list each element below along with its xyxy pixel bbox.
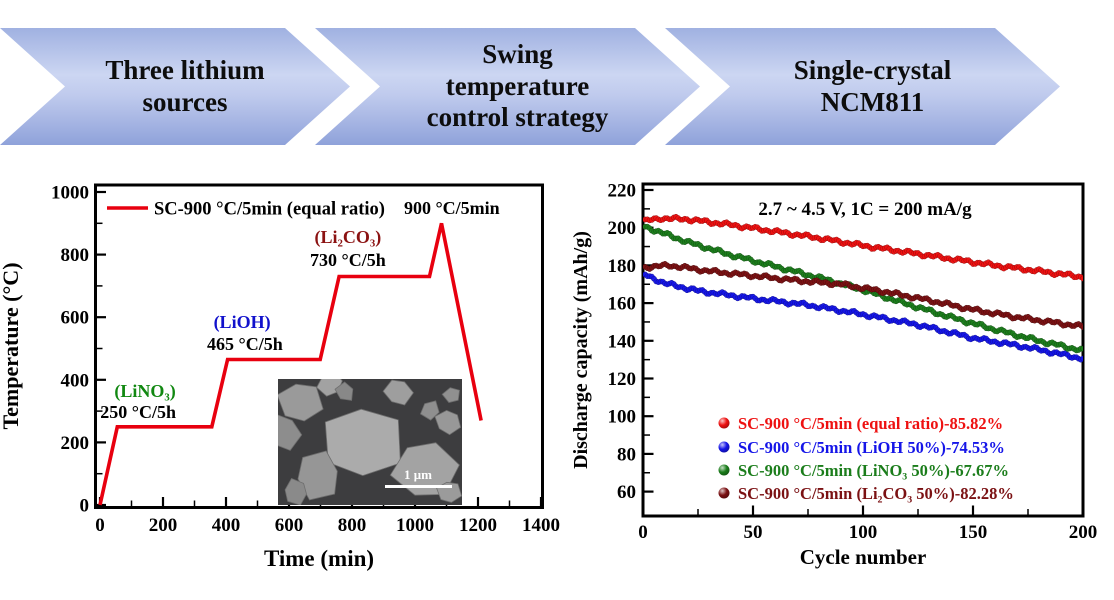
x-axis-label: Time (min) — [264, 546, 374, 571]
y-tick-label: 200 — [61, 433, 90, 454]
banner-three-lithium-sources-label: Three lithium sources — [105, 54, 265, 117]
y-tick-label: 1000 — [51, 183, 89, 204]
plot-frame — [94, 183, 544, 509]
legend-marker — [718, 487, 730, 499]
scale-bar-label: 1 μm — [404, 467, 432, 482]
y-tick-label: 180 — [608, 256, 637, 277]
annotation: 465 °C/5h — [207, 334, 283, 354]
y-tick-label: 0 — [80, 496, 90, 517]
y-tick-label: 140 — [608, 331, 637, 352]
legend-label: SC-900 °C/5min (equal ratio)-85.82% — [738, 414, 1003, 433]
axes: 0 200 400 600 800 1000 1200 1400 0 200 400 600 800 10… — [51, 183, 560, 537]
y-tick-label: 220 — [608, 181, 637, 202]
temperature-profile-chart: 0 200 400 600 800 1000 1200 1400 0 200 400 600 800 10… — [0, 183, 560, 572]
test-condition-annotation: 2.7 ~ 4.5 V, 1C = 200 mA/g — [758, 199, 972, 220]
series-group — [643, 213, 1083, 363]
legend: SC-900 °C/5min (equal ratio)-85.82% SC-90… — [718, 414, 1014, 503]
legend-label: SC-900 °C/5min (LiOH 50%)-74.53% — [738, 438, 1005, 457]
y-tick-label: 400 — [61, 370, 90, 391]
x-tick-label: 600 — [275, 515, 304, 536]
x-tick-label: 1000 — [396, 515, 434, 536]
cycling-performance-chart: 0 50 100 150 200 60 80 100 120 140 160 180 200 220 Cyc… — [570, 181, 1098, 570]
legend-marker — [718, 441, 730, 453]
legend-label: SC-900 °C/5min (equal ratio) — [154, 200, 385, 220]
annotation: 900 °C/5min — [404, 198, 500, 218]
x-tick-label: 200 — [149, 515, 178, 536]
annotation: (LiOH) — [214, 312, 271, 333]
series-4 — [643, 261, 1083, 331]
x-tick-label: 200 — [1069, 522, 1098, 543]
y-tick-label: 100 — [608, 407, 637, 428]
y-tick-label: 120 — [608, 369, 637, 390]
y-tick-label: 80 — [617, 444, 636, 465]
x-tick-label: 400 — [212, 515, 241, 536]
y-tick-label: 160 — [608, 294, 637, 315]
x-tick-label: 150 — [959, 522, 988, 543]
banner-single-crystal-ncm811-label: Single-crystal NCM811 — [793, 54, 952, 117]
sem-inset: 1 μm — [278, 379, 462, 505]
banner-single-crystal-ncm811: Single-crystal NCM811 — [665, 28, 1060, 145]
x-tick-label: 0 — [95, 515, 105, 536]
temperature-profile-line — [98, 222, 483, 506]
x-tick-label: 800 — [338, 515, 367, 536]
y-tick-label: 800 — [61, 245, 90, 266]
x-tick-label: 100 — [849, 522, 878, 543]
y-tick-label: 600 — [61, 308, 90, 329]
y-axis-label: Discharge capacity (mAh/g) — [570, 231, 592, 469]
series-1 — [643, 213, 1083, 282]
annotation: 250 °C/5h — [100, 402, 176, 422]
series-2 — [643, 271, 1083, 363]
x-tick-label: 1200 — [459, 515, 497, 536]
series-3 — [643, 223, 1083, 354]
x-tick-label: 0 — [638, 522, 648, 543]
banner-three-lithium-sources: Three lithium sources — [0, 28, 350, 145]
y-tick-label: 60 — [617, 482, 636, 503]
legend: SC-900 °C/5min (equal ratio) — [107, 200, 385, 220]
banner-swing-temperature-strategy: Swing temperature control strategy — [315, 28, 700, 145]
legend-label: SC-900 °C/5min (Li₂CO₃ 50%)-82.28% — [738, 484, 1014, 503]
x-axis-label: Cycle number — [800, 545, 927, 569]
legend-label: SC-900 °C/5min (LiNO₃ 50%)-67.67% — [738, 461, 1009, 480]
scale-bar — [385, 485, 452, 488]
x-tick-label: 50 — [744, 522, 763, 543]
annotation: (LiNO₃) — [114, 381, 175, 402]
annotation: 730 °C/5h — [310, 250, 386, 270]
banner-swing-temperature-strategy-label: Swing temperature control strategy — [426, 38, 609, 133]
annotation: (Li₂CO₃) — [315, 227, 382, 248]
x-tick-label: 1400 — [522, 515, 560, 536]
y-axis-label: Temperature (°C) — [0, 262, 23, 429]
legend-marker — [718, 417, 730, 429]
y-tick-label: 200 — [608, 218, 637, 239]
legend-marker — [718, 464, 730, 476]
